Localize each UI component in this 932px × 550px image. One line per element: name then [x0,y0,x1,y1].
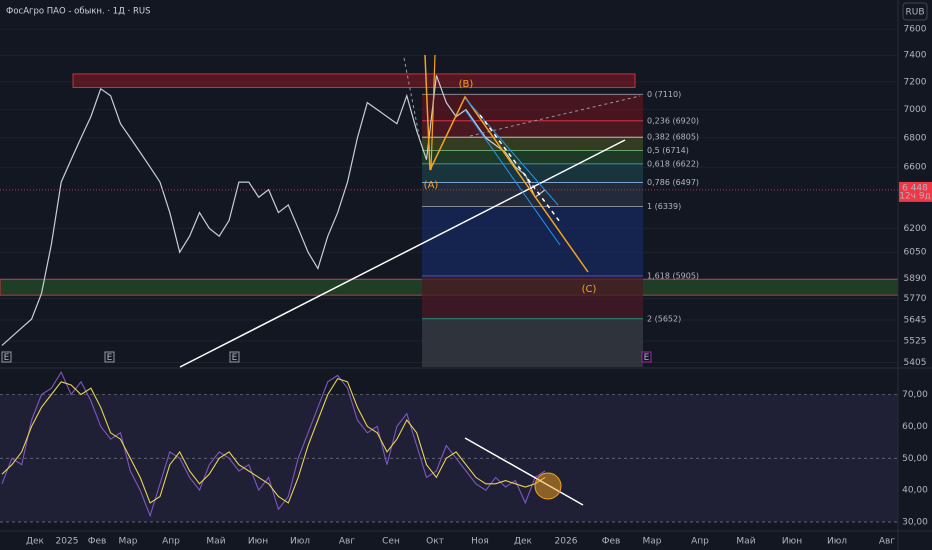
time-label: Авг [339,537,355,547]
fib-label: 0,618 (6622) [647,159,699,168]
fib-label: 0,786 (6497) [647,178,699,187]
wave-line [430,54,436,171]
rsi-tick-label: 60,00 [902,422,928,432]
event-marker[interactable]: E [644,353,650,363]
fib-label: 1 (6339) [647,202,681,211]
y-tick-label: 5770 [904,294,927,304]
fib-label: 0,236 (6920) [647,116,699,125]
time-label: Май [736,537,755,547]
time-label: Фев [602,537,621,547]
time-label: Апр [691,537,709,547]
highlight-circle [534,472,562,500]
wave-label: (B) [459,79,474,90]
event-box[interactable] [1,351,12,363]
channel-line [464,109,561,246]
dashed-line [403,57,421,141]
fib-band [422,206,643,276]
time-label: Дек [514,537,533,547]
time-label: Мар [119,537,138,547]
event-box[interactable] [229,351,240,363]
time-label: 2025 [56,537,79,547]
fib-label: 2 (5652) [647,314,681,323]
fib-band [422,94,643,121]
last-price-label: 6 448 [902,183,928,193]
currency-button[interactable] [902,2,928,21]
time-label: Июн [248,537,268,547]
rsi-tick-label: 70,00 [902,390,928,400]
time-label: Авг [879,537,895,547]
event-box[interactable] [104,351,115,363]
data-layer [0,75,898,518]
y-tick-label: 6800 [904,133,927,143]
wave-label: (A) [424,180,439,191]
fib-band [422,318,643,367]
price-line [1,75,546,346]
chart-title: ФосАгро ПАО - обыкн. · 1Д · RUS [6,7,150,17]
event-marker[interactable]: E [232,353,238,363]
dashed-line [469,95,641,137]
fib-label: 0 (7110) [647,90,681,99]
rsi-tick-label: 30,00 [902,518,928,528]
event-markers: E E E E [1,351,652,363]
event-marker[interactable]: E [4,353,10,363]
time-label: 2026 [555,537,578,547]
y-tick-label: 5525 [904,336,927,346]
y-tick-label: 7000 [904,105,927,115]
countdown-label: 12ч 9д [899,191,931,201]
event-box[interactable] [641,351,652,363]
time-label: Дек [26,537,45,547]
event-marker[interactable]: E [107,353,113,363]
y-tick-label: 7400 [904,51,927,61]
rsi-tick-label: 50,00 [902,454,928,464]
zone [72,73,636,88]
time-label: Мар [643,537,662,547]
last-price-tag [899,181,932,202]
currency-label[interactable]: RUB [905,8,924,18]
fib-label: 0,382 (6805) [647,133,699,142]
fib-label: 0,5 (6714) [647,146,689,155]
rsi-trend-line [464,437,584,506]
y-tick-label: 5645 [904,315,927,325]
fib-band [422,150,643,164]
time-label: Сен [382,537,400,547]
time-label: Окт [426,537,444,547]
y-tick-label: 6050 [904,248,927,258]
fib-band [422,275,643,319]
y-tick-label: 7200 [904,78,927,88]
abc-wave [424,54,589,273]
fib-band [422,137,643,151]
y-tick-label: 5405 [904,358,927,368]
time-label: Июл [290,537,310,547]
rsi-tick-label: 40,00 [902,486,928,496]
time-label: Фев [88,537,107,547]
projection-line [479,114,561,223]
time-label: Июл [827,537,847,547]
fib-label: 1,618 (5905) [647,271,699,280]
rsi-ma-line [1,377,546,504]
y-tick-label: 6200 [904,224,927,234]
time-label: Май [206,537,225,547]
y-tick-label: 6600 [904,163,927,173]
wave-label: (C) [582,284,597,295]
fib-band [422,163,643,183]
y-tick-label: 5890 [904,274,927,284]
rsi-line [1,371,546,518]
time-label: Июн [782,537,802,547]
y-tick-label: 7600 [904,25,927,35]
time-label: Апр [162,537,180,547]
fib-band [422,120,643,138]
time-label: Ноя [471,537,489,547]
trend-line [179,139,626,368]
